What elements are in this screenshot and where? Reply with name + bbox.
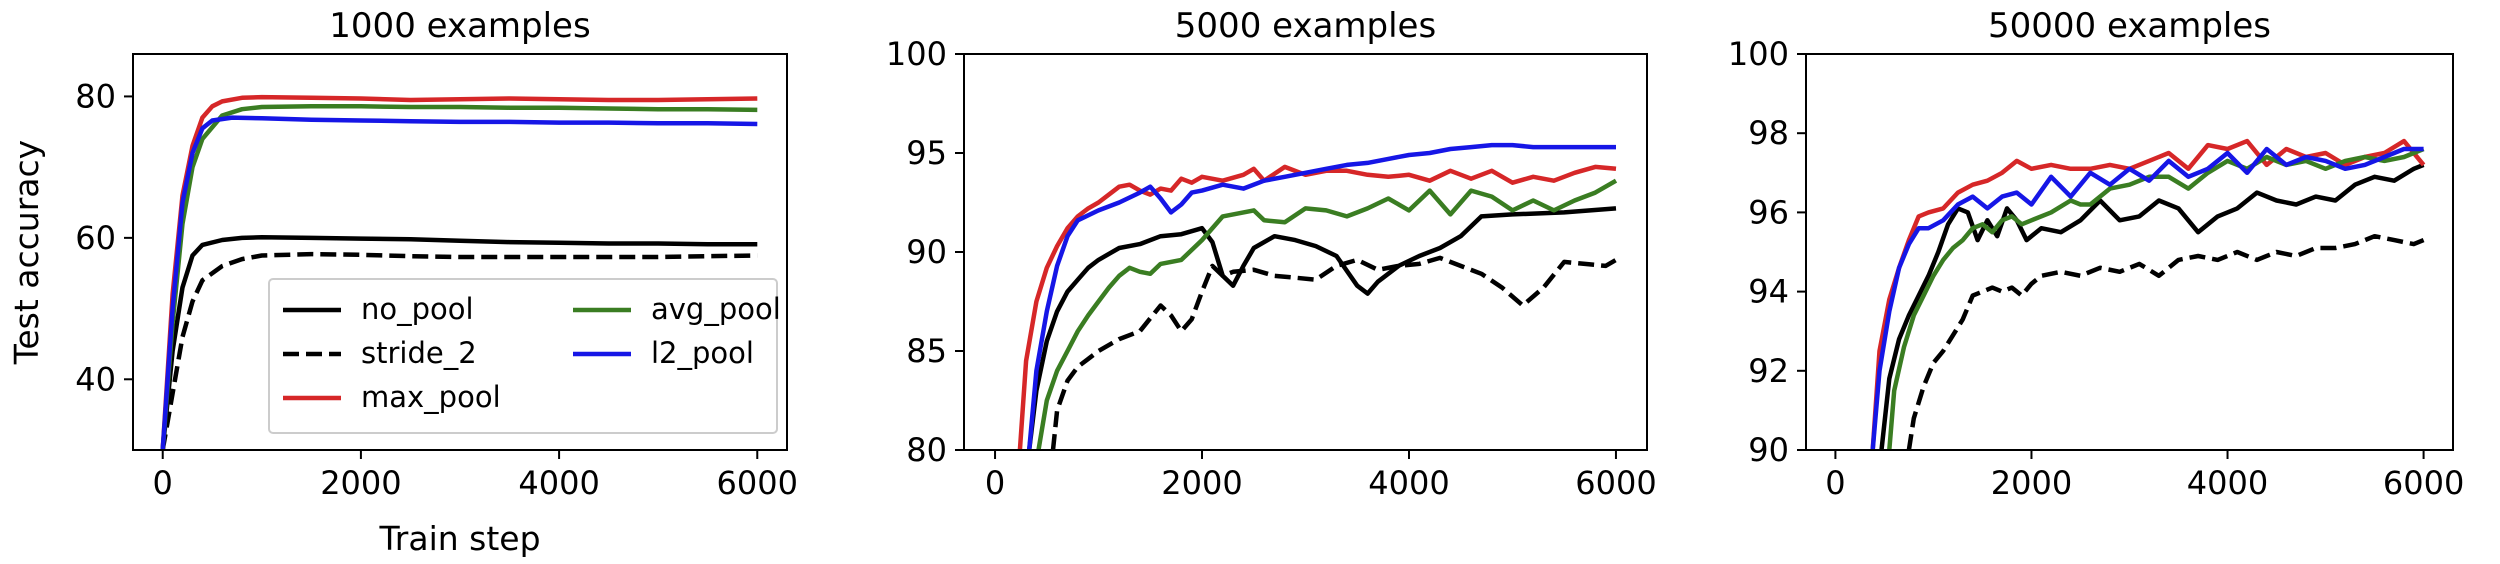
y-tick-label: 85: [906, 332, 947, 370]
series-lines: [1017, 142, 1618, 450]
series-line-avg-pool: [1036, 178, 1618, 450]
y-tick-label: 92: [1748, 352, 1789, 390]
series-line-max-pool: [1870, 138, 2426, 450]
series-line-stride-2: [160, 251, 758, 450]
x-tick-label: 4000: [1368, 464, 1449, 502]
x-tick-label: 6000: [2383, 464, 2464, 502]
chart-title: 1000 examples: [329, 6, 590, 46]
series-line-max-pool: [160, 94, 758, 450]
panel-1000-examples: 0 2000 4000 6000 40 60 80 1000 examples Train st…: [7, 6, 798, 558]
legend-label-stride-2: stride_2: [361, 336, 477, 370]
plot-frame: [132, 53, 788, 451]
series-line-no-pool: [1026, 206, 1617, 450]
x-tick-label: 2000: [1161, 464, 1242, 502]
x-tick-label: 2000: [1991, 464, 2072, 502]
series-line-stride-2: [1906, 233, 2425, 450]
series-lines: [160, 94, 758, 450]
y-tick-label: 95: [906, 134, 947, 172]
chart-title: 5000 examples: [1175, 6, 1436, 46]
y-tick-label: 80: [906, 431, 947, 469]
x-tick-label: 0: [153, 464, 173, 502]
plot-frame: [963, 53, 1648, 451]
series-line-l2-pool: [160, 115, 758, 450]
series-lines: [1870, 138, 2426, 450]
y-tick-label: 94: [1748, 273, 1789, 311]
y-tick-label: 90: [1748, 431, 1789, 469]
series-line-avg-pool: [160, 104, 758, 450]
series-line-no-pool: [1879, 162, 2425, 450]
series-line-no-pool: [160, 234, 758, 450]
legend-box: [268, 278, 778, 434]
x-tick-label: 4000: [2187, 464, 2268, 502]
legend-label-max-pool: max_pool: [361, 380, 501, 414]
y-axis-label: Test accuracy: [7, 140, 46, 365]
x-tick-label: 6000: [717, 464, 798, 502]
plot-frame: [1805, 53, 2454, 451]
y-tick-label: 80: [75, 77, 116, 115]
series-line-l2-pool: [1026, 142, 1616, 450]
legend-label-no-pool: no_pool: [361, 292, 474, 326]
chart-title: 50000 examples: [1988, 6, 2271, 46]
x-axis-label: Train step: [378, 519, 540, 558]
y-tick-label: 60: [75, 219, 116, 257]
y-tick-label: 100: [886, 35, 947, 73]
y-tick-label: 98: [1748, 114, 1789, 152]
x-tick-label: 0: [985, 464, 1005, 502]
y-tick-label: 96: [1748, 193, 1789, 231]
series-line-max-pool: [1017, 164, 1617, 450]
series-line-l2-pool: [1870, 146, 2424, 450]
x-tick-label: 4000: [518, 464, 599, 502]
x-tick-label: 2000: [320, 464, 401, 502]
legend-label-l2-pool: l2_pool: [651, 336, 754, 370]
panel-5000-examples: 0 2000 4000 6000 80 85 90 95 100 5000 examples: [886, 6, 1657, 502]
x-tick-label: 6000: [1575, 464, 1656, 502]
legend-label-avg-pool: avg_pool: [651, 292, 781, 326]
y-tick-label: 40: [75, 360, 116, 398]
legend: no_pool stride_2 max_pool avg_pool l2_pool: [268, 278, 781, 434]
panel-50000-examples: 0 2000 4000 6000 90 92 94 96 98 100 50000 examples: [1728, 6, 2464, 502]
y-tick-label: 100: [1728, 35, 1789, 73]
series-line-avg-pool: [1887, 146, 2425, 450]
y-tick-label: 90: [906, 233, 947, 271]
x-tick-label: 0: [1825, 464, 1845, 502]
series-line-stride-2: [1050, 255, 1618, 450]
